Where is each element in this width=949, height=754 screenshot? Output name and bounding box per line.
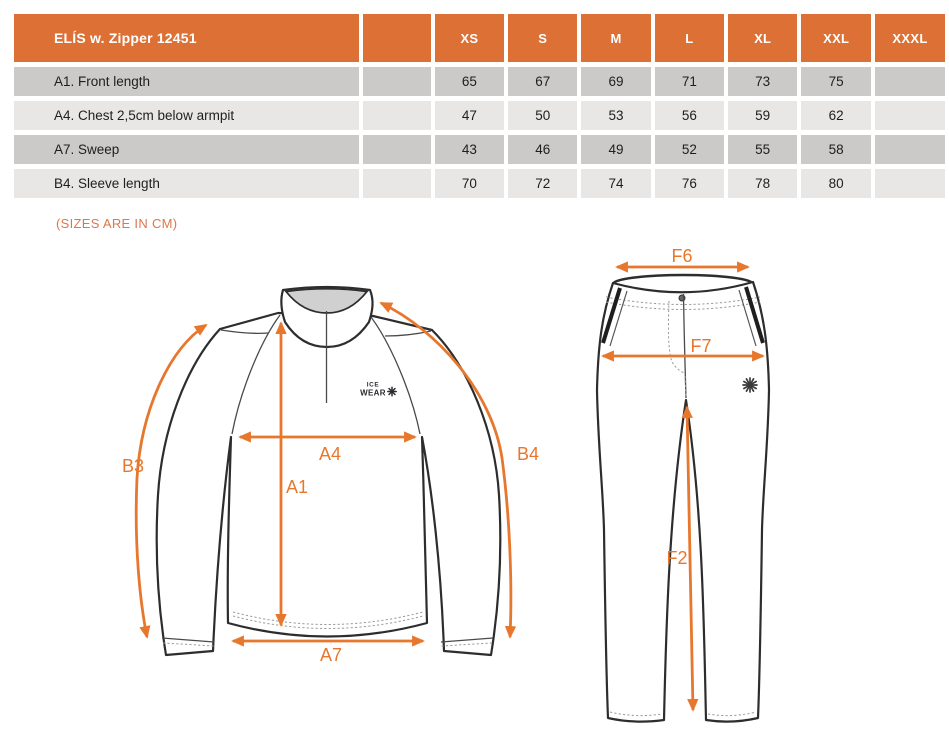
value-cell: 72	[508, 169, 578, 198]
size-header-cell: M	[581, 14, 651, 62]
value-cell: 52	[654, 135, 725, 164]
value-cell	[875, 67, 945, 96]
waistband-stitch	[605, 301, 761, 310]
value-cell: 71	[654, 67, 725, 96]
value-cell: 62	[801, 101, 872, 130]
table-row: A1. Front length 65 67 69 71 73 75	[14, 67, 945, 96]
jacket-drawing: ICE WEAR B3 A4 A1 B4 A7	[122, 285, 539, 665]
size-table: ELÍS w. Zipper 12451 XS S M L XL XXL XXX…	[10, 9, 949, 203]
leg-hem-stitch-right	[707, 711, 757, 717]
fly-center-line	[682, 293, 687, 399]
size-header-cell: XXL	[801, 14, 872, 62]
value-cell: 67	[508, 67, 578, 96]
measure-label: A4. Chest 2,5cm below armpit	[14, 101, 359, 130]
table-row: B4. Sleeve length 70 72 74 76 78 80	[14, 169, 945, 198]
table-row: A4. Chest 2,5cm below armpit 47 50 53 56…	[14, 101, 945, 130]
value-cell: 75	[801, 67, 872, 96]
pocket-right-stitch	[738, 289, 757, 347]
garment-diagram: ICE WEAR B3 A4 A1 B4 A7	[122, 246, 771, 723]
size-header-cell: XL	[728, 14, 798, 62]
value-cell: 80	[801, 169, 872, 198]
value-cell	[875, 135, 945, 164]
value-cell: 78	[728, 169, 798, 198]
value-cell: 70	[434, 169, 505, 198]
fly-stitch	[667, 300, 687, 397]
label-b3: B3	[122, 456, 144, 476]
product-title: ELÍS w. Zipper 12451	[14, 14, 359, 62]
label-a4: A4	[319, 444, 341, 464]
size-header-cell: XS	[434, 14, 505, 62]
label-a1: A1	[286, 477, 308, 497]
value-cell: 43	[434, 135, 505, 164]
collar-inner-gray	[284, 287, 369, 314]
measure-label: A1. Front length	[14, 67, 359, 96]
label-b4: B4	[517, 444, 539, 464]
table-header-row: ELÍS w. Zipper 12451 XS S M L XL XXL XXX…	[14, 14, 945, 62]
raglan-seam-left	[231, 314, 281, 435]
table-row: A7. Sweep 43 46 49 52 55 58	[14, 135, 945, 164]
value-cell: 55	[728, 135, 798, 164]
measure-label: A7. Sweep	[14, 135, 359, 164]
size-header-cell: L	[654, 14, 725, 62]
value-cell: 73	[728, 67, 798, 96]
pocket-left	[601, 287, 622, 344]
jacket-body-outline	[155, 311, 502, 657]
value-cell: 53	[581, 101, 651, 130]
value-cell: 46	[508, 135, 578, 164]
sizes-unit-note: (SIZES ARE IN CM)	[56, 216, 178, 231]
measure-label: B4. Sleeve length	[14, 169, 359, 198]
header-spacer-cell	[362, 14, 431, 62]
pocket-left-stitch	[609, 290, 628, 347]
arrow-f2	[681, 405, 699, 712]
label-f7: F7	[690, 336, 711, 356]
pants-body-outline	[595, 280, 771, 723]
value-cell	[875, 169, 945, 198]
arrow-b3	[134, 323, 208, 639]
value-cell: 65	[434, 67, 505, 96]
value-cell: 47	[434, 101, 505, 130]
pocket-right	[744, 286, 765, 344]
logo-text-wear: WEAR	[360, 389, 386, 398]
size-header-cell: S	[508, 14, 578, 62]
logo-snowflake-icon	[387, 386, 397, 397]
arrow-b4	[379, 301, 517, 639]
label-f2: F2	[666, 548, 687, 568]
size-header-cell: XXXL	[875, 14, 945, 62]
value-cell: 76	[654, 169, 725, 198]
label-f6: F6	[671, 246, 692, 266]
value-cell: 59	[728, 101, 798, 130]
label-a7: A7	[320, 645, 342, 665]
pants-snowflake-icon	[742, 377, 758, 393]
value-cell	[875, 101, 945, 130]
logo-text-ice: ICE	[367, 382, 380, 389]
value-cell: 50	[508, 101, 578, 130]
pants-drawing: F6 F7 F2	[595, 246, 771, 723]
yoke-seam-left	[220, 329, 269, 335]
value-cell: 69	[581, 67, 651, 96]
value-cell: 74	[581, 169, 651, 198]
value-cell: 58	[801, 135, 872, 164]
value-cell: 56	[654, 101, 725, 130]
value-cell: 49	[581, 135, 651, 164]
